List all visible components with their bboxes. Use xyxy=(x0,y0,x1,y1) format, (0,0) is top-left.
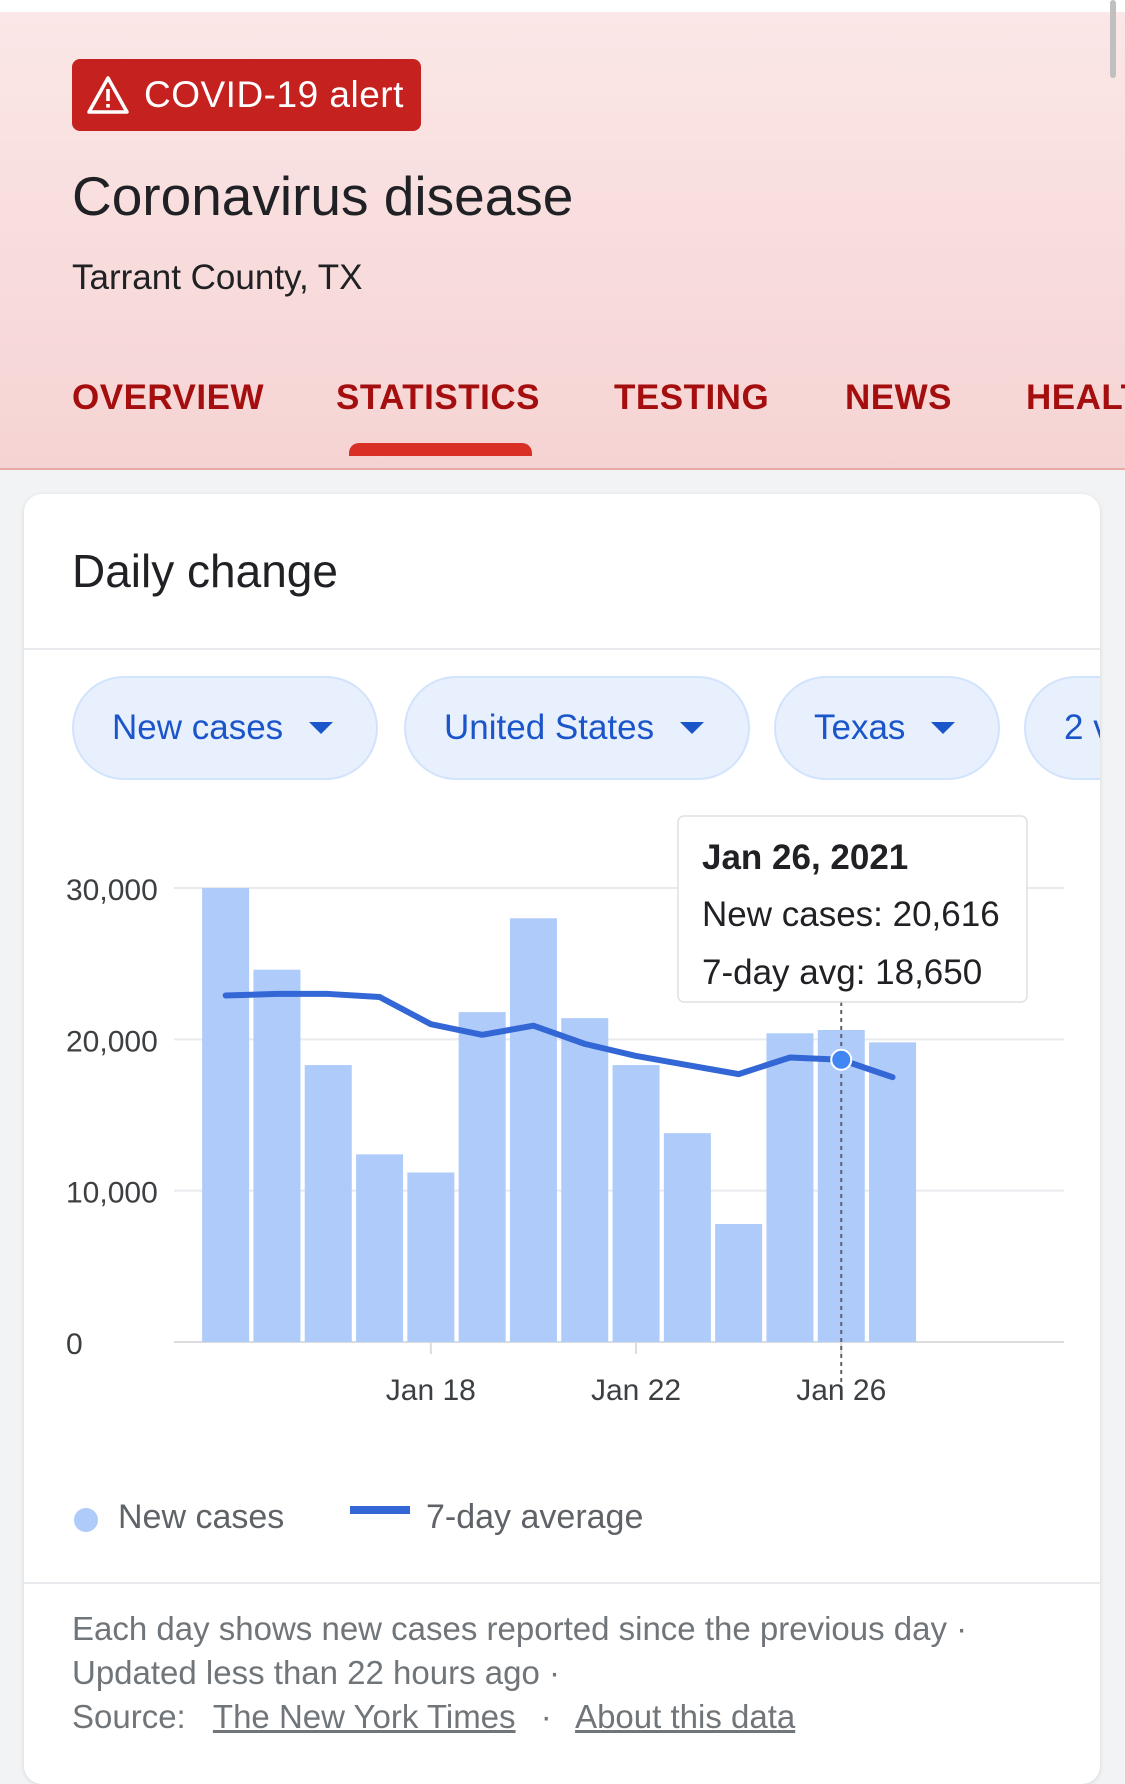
tooltip-average: 7-day avg: 18,650 xyxy=(702,953,982,992)
x-tick-label: Jan 18 xyxy=(386,1374,476,1407)
chip-label: Texas xyxy=(814,708,906,747)
tab-overview[interactable]: OVERVIEW xyxy=(72,378,265,417)
warning-icon xyxy=(87,76,129,114)
tab-testing[interactable]: TESTING xyxy=(614,378,770,417)
card-divider xyxy=(24,648,1100,650)
y-tick-label: 20,000 xyxy=(66,1025,158,1058)
time-range-dropdown-chip[interactable]: 2 v xyxy=(1024,676,1100,780)
new-cases-bar xyxy=(356,1154,404,1342)
new-cases-bar xyxy=(663,1133,711,1342)
footer-source: Source: The New York Times · About this … xyxy=(72,1698,795,1736)
seven-day-average-line xyxy=(222,990,896,1081)
legend-new-cases: New cases xyxy=(118,1498,285,1536)
tab-bar: OVERVIEW STATISTICS TESTING NEWS HEALT xyxy=(0,360,1125,456)
new-cases-bar xyxy=(407,1172,455,1342)
page-title: Coronavirus disease xyxy=(72,165,574,227)
x-tick-label: Jan 26 xyxy=(796,1374,886,1407)
chart-tooltip: Jan 26, 2021 New cases: 20,616 7-day avg… xyxy=(677,815,1028,1003)
daily-change-card: Daily change New cases United States Tex… xyxy=(24,494,1100,1784)
chip-label: New cases xyxy=(112,708,284,747)
footer-updated: Updated less than 22 hours ago · xyxy=(72,1654,560,1691)
location-label: Tarrant County, TX xyxy=(72,258,363,297)
tab-statistics[interactable]: STATISTICS xyxy=(336,378,540,417)
metric-dropdown-chip[interactable]: New cases xyxy=(72,676,378,780)
new-cases-bar xyxy=(253,969,301,1342)
new-cases-bar xyxy=(509,918,557,1342)
new-york-times-link[interactable]: The New York Times xyxy=(212,1698,516,1735)
filter-chips: New cases United States Texas 2 v xyxy=(24,676,1100,786)
new-cases-bars xyxy=(202,888,917,1342)
footer-description: Each day shows new cases reported since … xyxy=(72,1610,968,1647)
tab-health[interactable]: HEALT xyxy=(1026,378,1125,417)
axis-labels: 0 10,000 20,000 30,000 Jan 18 Jan 22 Jan 26 xyxy=(66,874,886,1407)
x-tick-label: Jan 22 xyxy=(591,1374,681,1407)
y-tick-label: 30,000 xyxy=(66,874,158,907)
average-legend-swatch xyxy=(350,1506,410,1514)
alert-label: COVID-19 alert xyxy=(144,74,404,115)
new-cases-bar xyxy=(202,888,250,1342)
legend-seven-day-average: 7-day average xyxy=(426,1498,644,1536)
new-cases-bar xyxy=(869,1042,917,1342)
about-this-data-link[interactable]: About this data xyxy=(575,1698,796,1735)
new-cases-bar xyxy=(612,1065,660,1342)
new-cases-bar xyxy=(561,1018,609,1342)
new-cases-bar xyxy=(766,1033,814,1342)
scrollbar[interactable] xyxy=(1110,0,1116,78)
tooltip-new-cases: New cases: 20,616 xyxy=(702,895,1000,934)
chip-label: United States xyxy=(444,708,655,747)
card-divider xyxy=(24,1582,1100,1584)
tooltip-box xyxy=(677,815,1028,1003)
new-cases-legend-dot xyxy=(74,1508,98,1532)
separator-dot: · xyxy=(540,1698,552,1735)
dropdown-arrow-icon xyxy=(931,722,956,734)
active-tab-indicator xyxy=(349,443,532,456)
source-label: Source: xyxy=(72,1698,186,1735)
average-line xyxy=(222,990,896,1081)
new-cases-bar xyxy=(458,1012,506,1342)
tab-news[interactable]: NEWS xyxy=(845,378,952,417)
covid-alert-badge: COVID-19 alert xyxy=(72,59,421,131)
tooltip-date: Jan 26, 2021 xyxy=(702,838,908,877)
highlight-point xyxy=(830,1048,853,1071)
top-strip xyxy=(0,0,1125,12)
daily-change-chart[interactable]: 0 10,000 20,000 30,000 Jan 18 Jan 22 Jan 26 Ja… xyxy=(24,812,1100,1492)
state-dropdown-chip[interactable]: Texas xyxy=(774,676,1000,780)
country-dropdown-chip[interactable]: United States xyxy=(404,676,750,780)
new-cases-bar xyxy=(715,1223,763,1342)
y-tick-label: 10,000 xyxy=(66,1177,158,1210)
dropdown-arrow-icon xyxy=(309,722,334,734)
y-tick-label: 0 xyxy=(66,1328,83,1361)
card-title: Daily change xyxy=(72,545,338,597)
chip-label: 2 v xyxy=(1064,708,1100,747)
new-cases-bar xyxy=(304,1065,352,1342)
covid-header: COVID-19 alert Coronavirus disease Tarra… xyxy=(0,12,1125,470)
dropdown-arrow-icon xyxy=(680,722,705,734)
